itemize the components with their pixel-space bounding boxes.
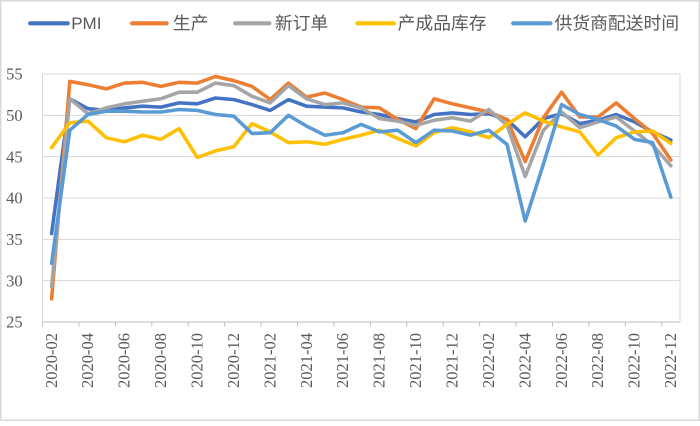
svg-text:50: 50 (6, 106, 23, 125)
svg-text:PMI: PMI (71, 14, 101, 33)
svg-text:2021-06: 2021-06 (333, 333, 352, 388)
svg-text:45: 45 (6, 147, 23, 166)
svg-text:2020-02: 2020-02 (42, 333, 61, 388)
svg-text:2022-02: 2022-02 (479, 333, 498, 388)
svg-text:2020-10: 2020-10 (188, 333, 207, 388)
svg-text:2022-10: 2022-10 (625, 333, 644, 388)
svg-text:2020-06: 2020-06 (115, 333, 134, 388)
svg-text:2022-08: 2022-08 (588, 333, 607, 388)
svg-text:2021-12: 2021-12 (443, 333, 462, 388)
svg-text:2021-04: 2021-04 (297, 333, 316, 388)
svg-text:2021-02: 2021-02 (260, 333, 279, 388)
svg-text:2020-08: 2020-08 (151, 333, 170, 388)
svg-text:30: 30 (6, 271, 23, 290)
svg-text:2020-12: 2020-12 (224, 333, 243, 388)
svg-text:2021-08: 2021-08 (370, 333, 389, 388)
svg-text:35: 35 (6, 230, 23, 249)
svg-text:55: 55 (6, 65, 23, 84)
svg-text:40: 40 (6, 189, 23, 208)
svg-text:2022-06: 2022-06 (552, 333, 571, 388)
svg-text:2022-12: 2022-12 (661, 333, 680, 388)
svg-text:2020-04: 2020-04 (78, 333, 97, 388)
svg-text:25: 25 (6, 313, 23, 332)
svg-text:2021-10: 2021-10 (406, 333, 425, 388)
svg-text:2022-04: 2022-04 (515, 333, 534, 388)
